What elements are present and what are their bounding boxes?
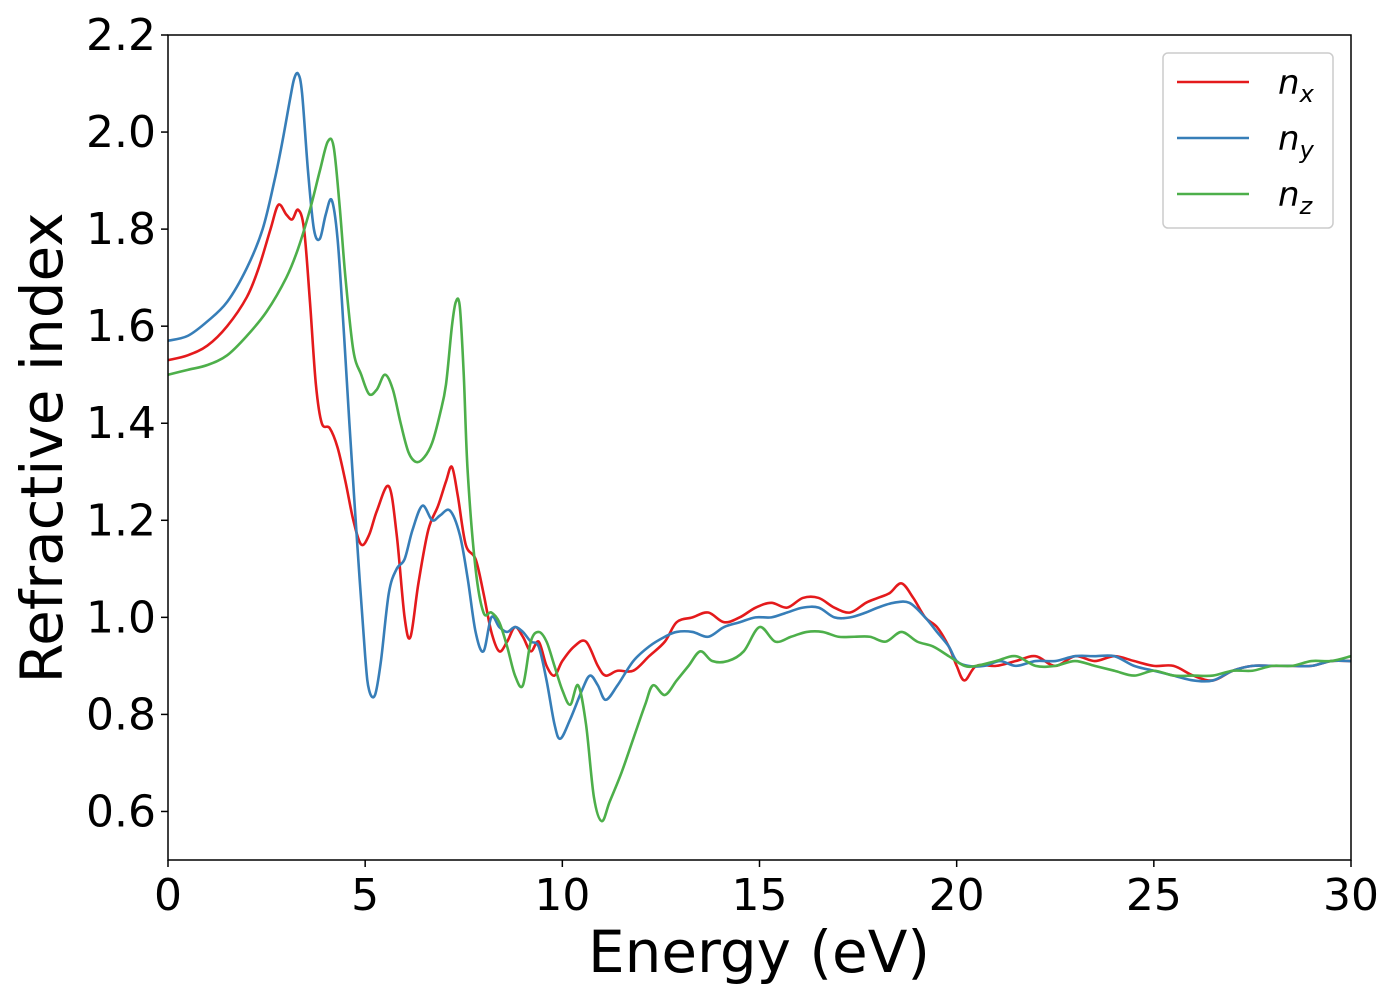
- y-tick-label: 1.8: [86, 204, 156, 255]
- y-axis: 0.6 0.8 1.0 1.2 1.4 1.6 1.8 2.0 2.2: [86, 10, 168, 837]
- y-axis-title: Refractive index: [8, 212, 76, 683]
- series-layer: [167, 71, 1352, 823]
- x-tick-label: 25: [1126, 870, 1182, 921]
- y-tick-label: 1.6: [86, 301, 156, 352]
- x-tick-label: 30: [1323, 870, 1379, 921]
- y-tick-label: 1.0: [86, 592, 156, 643]
- y-tick-label: 2.2: [86, 10, 156, 61]
- y-tick-label: 0.8: [86, 689, 156, 740]
- x-tick-label: 0: [154, 870, 182, 921]
- series-line-ny: [167, 71, 1352, 740]
- series-line-nx: [167, 203, 1352, 682]
- x-tick-label: 5: [351, 870, 379, 921]
- x-axis-title: Energy (eV): [588, 918, 930, 986]
- legend-label-nx: nx: [1278, 63, 1315, 108]
- legend-label-nz: nz: [1278, 175, 1314, 220]
- y-tick-label: 0.6: [86, 786, 156, 837]
- x-tick-label: 20: [929, 870, 985, 921]
- legend-label-ny: ny: [1278, 119, 1315, 164]
- y-tick-label: 1.2: [86, 495, 156, 546]
- legend-box: [1162, 52, 1334, 229]
- y-tick-label: 2.0: [86, 107, 156, 158]
- y-tick-label: 1.4: [86, 398, 156, 449]
- x-tick-label: 15: [732, 870, 788, 921]
- series-line-nz: [167, 137, 1352, 823]
- x-axis: 0 5 10 15 20 25 30: [154, 860, 1379, 921]
- x-tick-label: 10: [534, 870, 590, 921]
- legend: nx ny nz: [1162, 52, 1334, 229]
